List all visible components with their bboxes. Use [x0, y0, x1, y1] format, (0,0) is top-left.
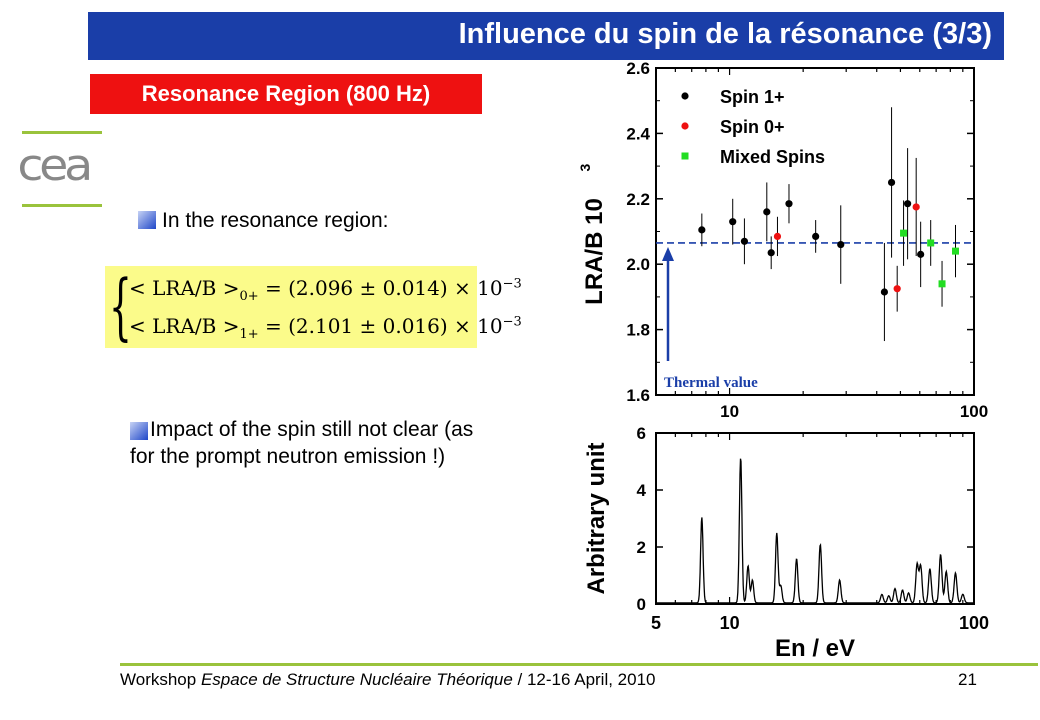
title-bar: Influence du spin de la résonance (3/3): [88, 12, 1004, 60]
data-point-circle: [698, 226, 706, 234]
x-tick-label: 100: [960, 402, 988, 421]
data-point-circle: [740, 237, 749, 245]
x-tick-label: 100: [959, 613, 989, 633]
data-point-circle: [767, 249, 775, 257]
data-point-circle: [912, 203, 920, 211]
y-tick-label: 2: [637, 538, 646, 557]
y-tick-label: 0: [637, 595, 646, 614]
formula-lhs: < LRA/B >: [129, 276, 240, 300]
data-point-square: [951, 247, 959, 255]
footer-line: [120, 663, 1038, 666]
thermal-value-label: Thermal value: [664, 375, 758, 391]
data-point-circle: [785, 200, 793, 208]
data-point-circle: [893, 285, 901, 293]
data-point-square: [900, 229, 908, 237]
y-tick-label: 4: [637, 481, 647, 500]
spectrum-line: [656, 458, 974, 604]
bullet-text-impact: Impact of the spin still not clear (as f…: [130, 418, 474, 468]
y-axis-label: Arbitrary unit: [583, 442, 610, 594]
bottom-plot-frame: [655, 432, 975, 605]
legend-marker-circle: [681, 92, 689, 100]
data-point-circle: [880, 288, 889, 296]
bullet-text-resonance: In the resonance region:: [162, 209, 389, 232]
data-point-square: [938, 280, 946, 288]
footer-text: Workshop Espace de Structure Nucléaire T…: [120, 670, 656, 690]
data-point-circle: [887, 178, 896, 187]
page-number: 21: [958, 670, 977, 689]
x-tick-label: 10: [720, 402, 739, 421]
footer-date: / 12-16 April, 2010: [512, 670, 656, 689]
y-tick-label: 1.8: [626, 321, 650, 340]
y-tick-label: 2.6: [626, 59, 650, 78]
slide-title: Influence du spin de la résonance (3/3): [458, 18, 992, 50]
data-point-circle: [904, 200, 912, 208]
formula-box: { < LRA/B >0+ = (2.096 ± 0.014) × 10−3 <…: [105, 264, 522, 348]
bullet-icon: [130, 422, 148, 440]
data-point-circle: [763, 208, 771, 216]
y-axis-label-exponent: 3: [577, 164, 593, 172]
y-tick-label: 2.2: [626, 190, 650, 209]
formula-rhs: = (2.101 ± 0.016) × 10: [258, 314, 503, 338]
thermal-arrow-head: [662, 246, 674, 261]
x-tick-label: 10: [720, 613, 740, 633]
formula-line-0plus: < LRA/B >0+ = (2.096 ± 0.014) × 10−3: [129, 276, 522, 304]
formula-line-1plus: < LRA/B >1+ = (2.101 ± 0.016) × 10−3: [129, 314, 522, 342]
y-tick-label: 2.0: [626, 255, 650, 274]
x-tick-label: 5: [651, 613, 661, 633]
logo-top-line: [22, 131, 102, 134]
x-axis-label: En / eV: [775, 635, 855, 661]
data-point-circle: [812, 232, 820, 241]
footer-workshop-name: Espace de Structure Nucléaire Théorique: [200, 670, 513, 689]
legend-label: Mixed Spins: [720, 147, 825, 167]
formula-rhs: = (2.096 ± 0.014) × 10: [258, 276, 503, 300]
data-point-circle: [729, 218, 737, 226]
data-point-circle: [837, 240, 845, 249]
data-point-circle: [917, 250, 925, 258]
legend-marker-square: [681, 152, 689, 160]
legend-label: Spin 0+: [720, 117, 785, 137]
legend-label: Spin 1+: [720, 87, 785, 107]
data-point-square: [927, 239, 935, 247]
formula-exp: −3: [502, 276, 522, 292]
y-axis-label: LRA/B 10: [581, 198, 608, 305]
formula-brace: {: [109, 264, 132, 348]
formula-sub: 1+: [239, 327, 259, 342]
footer-prefix: Workshop: [120, 670, 201, 689]
cea-logo: cea: [17, 140, 93, 191]
formula-sub: 0+: [239, 289, 259, 304]
logo-bottom-line: [22, 204, 102, 207]
formula-exp: −3: [502, 314, 522, 330]
data-point-circle: [773, 232, 782, 241]
formula-lhs: < LRA/B >: [129, 314, 240, 338]
y-tick-label: 2.4: [626, 124, 650, 143]
y-tick-label: 1.6: [626, 386, 650, 405]
y-tick-label: 6: [637, 424, 646, 443]
region-label: Resonance Region (800 Hz): [90, 74, 482, 114]
bullet-icon: [138, 211, 156, 229]
legend-marker-circle: [681, 122, 689, 130]
